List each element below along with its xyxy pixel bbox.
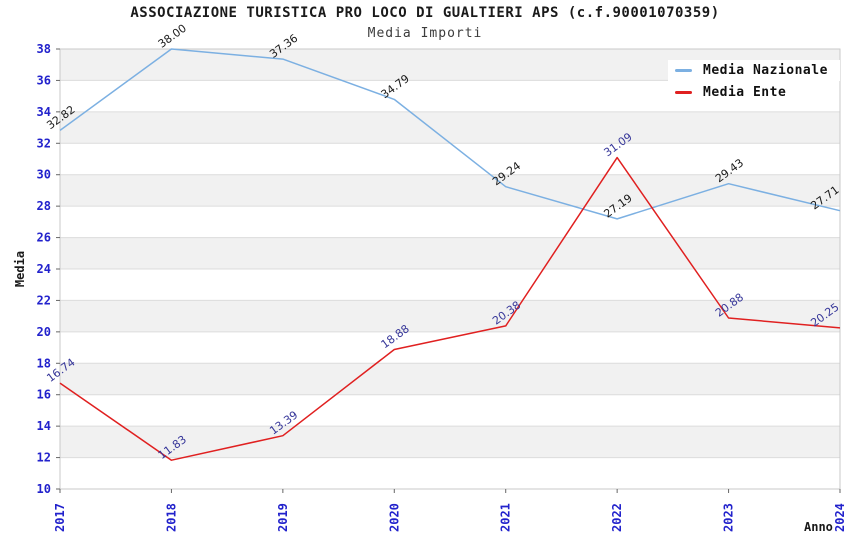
y-tick-label: 16: [37, 388, 51, 402]
grid-band: [60, 457, 840, 489]
grid-band: [60, 237, 840, 269]
y-tick-label: 38: [37, 42, 51, 56]
y-tick-label: 36: [37, 73, 51, 87]
series-line-media-ente: [59, 156, 841, 461]
x-tick-label: 2023: [722, 503, 736, 532]
y-tick-label: 22: [37, 293, 51, 307]
grid-band: [60, 300, 840, 332]
grid-band: [60, 174, 840, 207]
y-tick-label: 34: [37, 105, 51, 119]
chart-subtitle: Media Importi: [367, 26, 483, 41]
x-axis-title: Anno: [804, 520, 833, 534]
legend: Media Nazionale Media Ente: [668, 60, 840, 104]
chart-title: ASSOCIAZIONE TURISTICA PRO LOCO DI GUALT…: [130, 5, 720, 21]
line-swatch-icon: [675, 91, 692, 94]
x-tick-label: 2024: [833, 503, 847, 532]
y-tick-label: 26: [37, 231, 51, 245]
legend-label: Media Ente: [703, 85, 787, 100]
y-tick-label: 18: [37, 356, 51, 370]
x-tick-label: 2022: [610, 503, 624, 532]
y-tick-label: 32: [37, 136, 51, 150]
legend-item-media-nazionale: Media Nazionale: [668, 60, 840, 81]
line-swatch-icon: [675, 69, 692, 72]
y-tick-label: 24: [37, 262, 51, 276]
grid-band: [60, 206, 840, 238]
grid-band: [60, 269, 840, 301]
x-tick-label: 2021: [499, 503, 513, 532]
x-tick-label: 2019: [276, 503, 290, 532]
grid-band: [60, 143, 840, 175]
y-tick-label: 30: [37, 168, 51, 182]
x-tick-label: 2020: [387, 503, 401, 532]
x-tick-label: 2017: [53, 503, 67, 532]
legend-label: Media Nazionale: [703, 63, 828, 78]
x-tick-label: 2018: [164, 503, 178, 532]
grid-band: [60, 331, 840, 364]
legend-item-media-ente: Media Ente: [668, 82, 799, 103]
grid-band: [60, 111, 840, 144]
y-tick-label: 14: [37, 419, 51, 433]
y-tick-label: 28: [37, 199, 51, 213]
grid-band: [60, 363, 840, 395]
y-tick-label: 12: [37, 451, 51, 465]
grid-band: [60, 426, 840, 458]
y-axis-title: Media: [13, 250, 27, 288]
grid-band: [60, 394, 840, 427]
y-tick-label: 20: [37, 325, 51, 339]
series-line-media-nazionale: [59, 48, 841, 220]
y-tick-label: 10: [37, 482, 51, 496]
